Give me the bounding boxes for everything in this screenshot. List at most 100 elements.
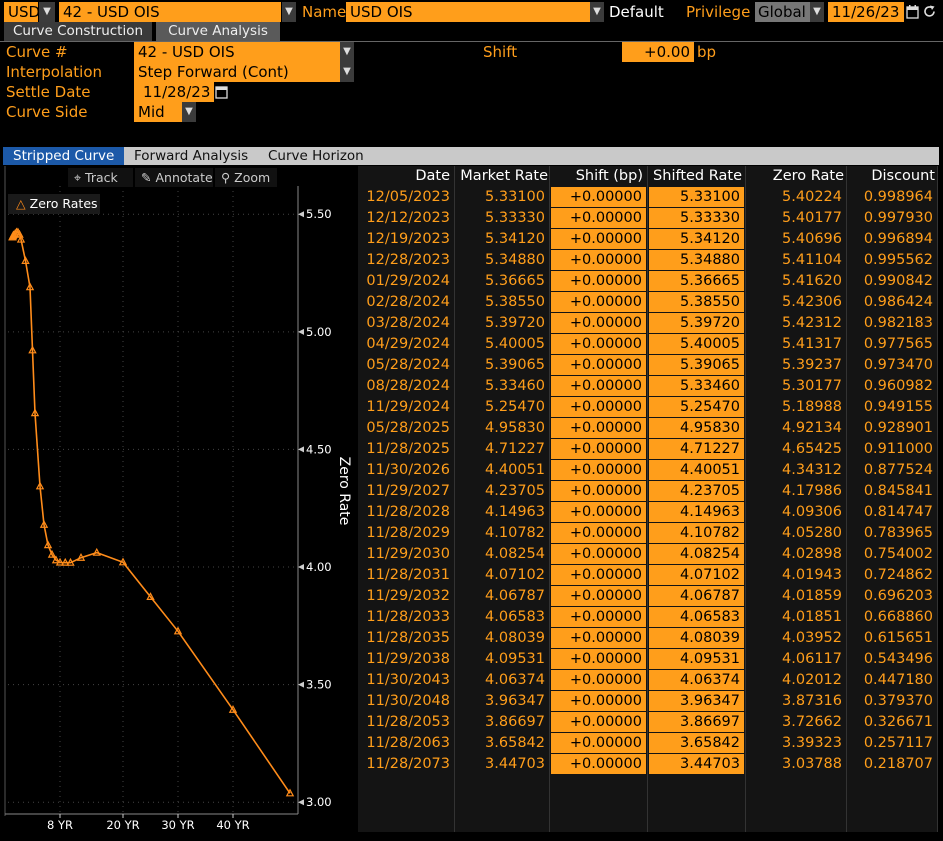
interpolation-field[interactable]: Step Forward (Cont)	[134, 62, 340, 82]
table-row[interactable]: 11/28/2035 4.08039 +0.00000 4.08039 4.03952 0…	[358, 628, 938, 648]
shifted-rate-cell[interactable]: 5.36665	[649, 271, 744, 291]
table-row[interactable]: 11/28/2063 3.65842 +0.00000 3.65842 3.39323 0…	[358, 733, 938, 753]
table-row[interactable]: 11/28/2029 4.10782 +0.00000 4.10782 4.05280 0…	[358, 523, 938, 543]
table-row[interactable]: 11/29/2032 4.06787 +0.00000 4.06787 4.01859 0…	[358, 586, 938, 606]
data-point[interactable]	[28, 345, 37, 354]
shift-cell[interactable]: +0.00000	[551, 670, 646, 690]
shifted-rate-cell[interactable]: 5.33330	[649, 208, 744, 228]
shift-cell[interactable]: +0.00000	[551, 397, 646, 417]
subtab-curve-horizon[interactable]: Curve Horizon	[268, 148, 364, 164]
table-row[interactable]: 11/28/2031 4.07102 +0.00000 4.07102 4.01943 0…	[358, 565, 938, 585]
shift-cell[interactable]: +0.00000	[551, 334, 646, 354]
data-point[interactable]	[39, 519, 49, 528]
currency-dropdown-icon[interactable]: ▼	[39, 2, 55, 22]
tab-curve-construction[interactable]: Curve Construction	[4, 22, 152, 41]
header-date-field[interactable]: 11/26/23	[828, 2, 904, 22]
data-point[interactable]	[76, 552, 86, 561]
shift-cell[interactable]: +0.00000	[551, 229, 646, 249]
shifted-rate-cell[interactable]: 3.86697	[649, 712, 744, 732]
shift-cell[interactable]: +0.00000	[551, 691, 646, 711]
shift-cell[interactable]: +0.00000	[551, 754, 646, 774]
table-row[interactable]: 12/19/2023 5.34120 +0.00000 5.34120 5.40696 0…	[358, 229, 938, 249]
shift-cell[interactable]: +0.00000	[551, 271, 646, 291]
data-point[interactable]	[43, 540, 53, 549]
shift-cell[interactable]: +0.00000	[551, 250, 646, 270]
data-point[interactable]	[146, 592, 155, 600]
table-row[interactable]: 12/12/2023 5.33330 +0.00000 5.33330 5.40177 0…	[358, 208, 938, 228]
table-row[interactable]: 11/28/2033 4.06583 +0.00000 4.06583 4.01851 0…	[358, 607, 938, 627]
subtab-forward-analysis[interactable]: Forward Analysis	[134, 148, 249, 164]
table-row[interactable]: 11/28/2025 4.71227 +0.00000 4.71227 4.65425 0…	[358, 439, 938, 459]
table-row[interactable]: 05/28/2025 4.95830 +0.00000 4.95830 4.92134 0…	[358, 418, 938, 438]
shifted-rate-cell[interactable]: 5.34120	[649, 229, 744, 249]
settle-date-field[interactable]: 11/28/23	[134, 82, 214, 102]
shift-field[interactable]: +0.00	[622, 42, 694, 62]
shift-cell[interactable]: +0.00000	[551, 481, 646, 501]
table-row[interactable]: 04/29/2024 5.40005 +0.00000 5.40005 5.41317 0…	[358, 334, 938, 354]
subtab-stripped-curve[interactable]: Stripped Curve	[3, 147, 125, 165]
shift-cell[interactable]: +0.00000	[551, 439, 646, 459]
calendar-icon[interactable]	[906, 4, 919, 19]
data-point[interactable]	[30, 408, 40, 417]
header-zero-rate[interactable]: Zero Rate	[772, 168, 844, 184]
shifted-rate-cell[interactable]: 5.38550	[649, 292, 744, 312]
data-point[interactable]	[51, 555, 61, 564]
shifted-rate-cell[interactable]: 4.71227	[649, 439, 744, 459]
data-point[interactable]	[55, 557, 65, 566]
shift-cell[interactable]: +0.00000	[551, 523, 646, 543]
shift-cell[interactable]: +0.00000	[551, 313, 646, 333]
curve-side-field[interactable]: Mid	[134, 102, 182, 122]
data-point[interactable]	[47, 549, 57, 558]
data-point[interactable]	[35, 481, 45, 490]
table-row[interactable]: 11/29/2024 5.25470 +0.00000 5.25470 5.18988 0…	[358, 397, 938, 417]
table-row[interactable]: 12/28/2023 5.34880 +0.00000 5.34880 5.41104 0…	[358, 250, 938, 270]
table-row[interactable]: 11/28/2073 3.44703 +0.00000 3.44703 3.03788 0…	[358, 754, 938, 774]
shifted-rate-cell[interactable]: 4.09531	[649, 649, 744, 669]
shifted-rate-cell[interactable]: 4.23705	[649, 481, 744, 501]
header-market-rate[interactable]: Market Rate	[460, 168, 548, 184]
table-row[interactable]: 11/30/2048 3.96347 +0.00000 3.96347 3.87316 0…	[358, 691, 938, 711]
data-point[interactable]	[173, 626, 183, 635]
shift-cell[interactable]: +0.00000	[551, 628, 646, 648]
shift-cell[interactable]: +0.00000	[551, 418, 646, 438]
data-point[interactable]	[61, 557, 70, 566]
shift-cell[interactable]: +0.00000	[551, 544, 646, 564]
shifted-rate-cell[interactable]: 5.25470	[649, 397, 744, 417]
curve-id-field[interactable]: 42 - USD OIS	[59, 2, 281, 22]
table-row[interactable]: 11/29/2038 4.09531 +0.00000 4.09531 4.06117 0…	[358, 649, 938, 669]
data-point[interactable]	[118, 557, 128, 566]
curve-number-field[interactable]: 42 - USD OIS	[134, 42, 340, 62]
table-row[interactable]: 08/28/2024 5.33460 +0.00000 5.33460 5.30177 0…	[358, 376, 938, 396]
shift-cell[interactable]: +0.00000	[551, 187, 646, 207]
table-row[interactable]: 11/28/2053 3.86697 +0.00000 3.86697 3.72662 0…	[358, 712, 938, 732]
table-row[interactable]: 02/28/2024 5.38550 +0.00000 5.38550 5.42306 0…	[358, 292, 938, 312]
shift-cell[interactable]: +0.00000	[551, 376, 646, 396]
curve-side-dropdown-icon[interactable]: ▼	[182, 102, 196, 122]
shifted-rate-cell[interactable]: 4.07102	[649, 565, 744, 585]
table-row[interactable]: 11/29/2027 4.23705 +0.00000 4.23705 4.17986 0…	[358, 481, 938, 501]
shifted-rate-cell[interactable]: 5.33460	[649, 376, 744, 396]
shift-cell[interactable]: +0.00000	[551, 649, 646, 669]
track-button[interactable]: ⌖ Track	[68, 168, 133, 187]
curve-id-dropdown-icon[interactable]: ▼	[282, 2, 296, 22]
header-discount[interactable]: Discount	[871, 168, 935, 184]
table-row[interactable]: 11/30/2026 4.40051 +0.00000 4.40051 4.34312 0…	[358, 460, 938, 480]
header-shifted-rate[interactable]: Shifted Rate	[653, 168, 742, 184]
shifted-rate-cell[interactable]: 3.65842	[649, 733, 744, 753]
table-row[interactable]: 01/29/2024 5.36665 +0.00000 5.36665 5.41620 0…	[358, 271, 938, 291]
table-row[interactable]: 03/28/2024 5.39720 +0.00000 5.39720 5.42312 0…	[358, 313, 938, 333]
shift-cell[interactable]: +0.00000	[551, 565, 646, 585]
curve-number-dropdown-icon[interactable]: ▼	[340, 42, 354, 62]
zero-rate-chart[interactable]: 5.50 5.00 4.50 4.00 3.50 3.00 8 YR 20 YR 30 YR 4…	[0, 166, 356, 837]
shifted-rate-cell[interactable]: 5.40005	[649, 334, 744, 354]
shift-cell[interactable]: +0.00000	[551, 292, 646, 312]
zoom-button[interactable]: ⚲ Zoom	[215, 168, 277, 187]
privilege-field[interactable]: Global	[755, 2, 810, 22]
annotate-button[interactable]: ✎ Annotate	[135, 168, 213, 187]
data-point[interactable]	[66, 557, 75, 566]
shifted-rate-cell[interactable]: 5.39065	[649, 355, 744, 375]
data-point[interactable]	[228, 704, 238, 713]
data-point[interactable]	[16, 234, 26, 243]
shift-cell[interactable]: +0.00000	[551, 502, 646, 522]
data-point[interactable]	[15, 229, 24, 238]
